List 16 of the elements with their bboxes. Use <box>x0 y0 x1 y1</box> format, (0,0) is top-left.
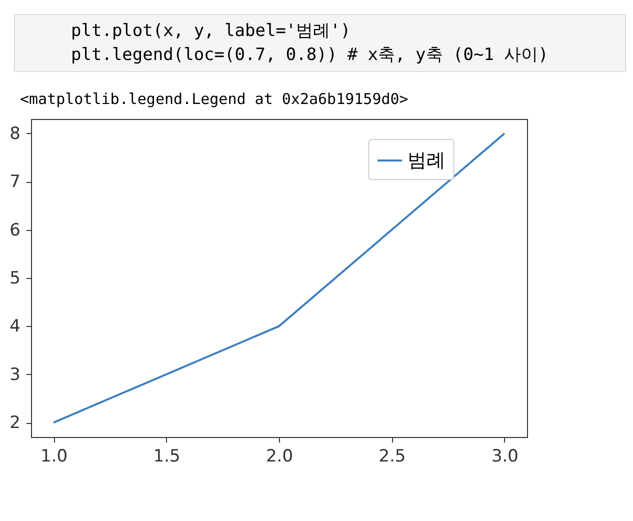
legend-label: 범례 <box>407 150 446 172</box>
x-tick-label: 1.0 <box>40 446 68 466</box>
y-tick-label: 3 <box>10 364 20 385</box>
x-tick-label: 2.0 <box>266 446 294 466</box>
x-tick-label: 1.5 <box>153 446 180 466</box>
y-tick-label: 6 <box>10 220 20 240</box>
text: plt.plot(x, y, label='범례') <box>71 20 352 43</box>
text: plt.legend(loc=(0.7, 0.8)) # x축, y축 (0~1 사이) <box>71 44 550 67</box>
y-tick-label: 7 <box>10 172 20 192</box>
y-tick-label: 8 <box>10 124 20 144</box>
x-tick-label: 2.5 <box>378 446 406 466</box>
y-tick-label: 2 <box>10 413 20 434</box>
x-tick-label: 3.0 <box>491 446 518 466</box>
y-tick-label: 4 <box>10 316 20 337</box>
text: <matplotlib.legend.Legend at 0x2a6b19159d0> <box>20 90 410 108</box>
y-tick-label: 5 <box>10 268 20 288</box>
